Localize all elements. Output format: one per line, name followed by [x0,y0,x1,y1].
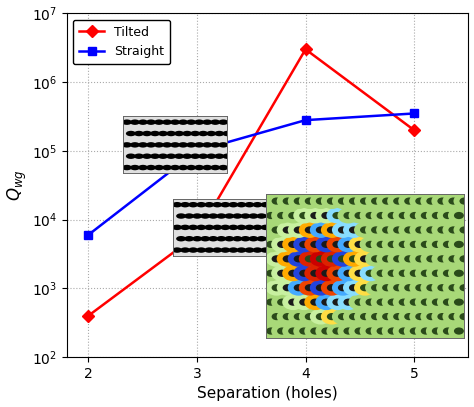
Tilted [194,232,200,237]
Straight [411,111,417,116]
Tilted [411,128,417,133]
Straight [85,232,91,237]
Y-axis label: $Q_{wg}$: $Q_{wg}$ [6,169,29,201]
Straight [303,118,309,123]
Tilted [85,313,91,318]
Tilted [303,47,309,52]
Straight [194,149,200,153]
X-axis label: Separation (holes): Separation (holes) [197,386,338,401]
Line: Tilted: Tilted [84,45,419,320]
Legend: Tilted, Straight: Tilted, Straight [73,20,170,64]
Line: Straight: Straight [84,109,419,239]
